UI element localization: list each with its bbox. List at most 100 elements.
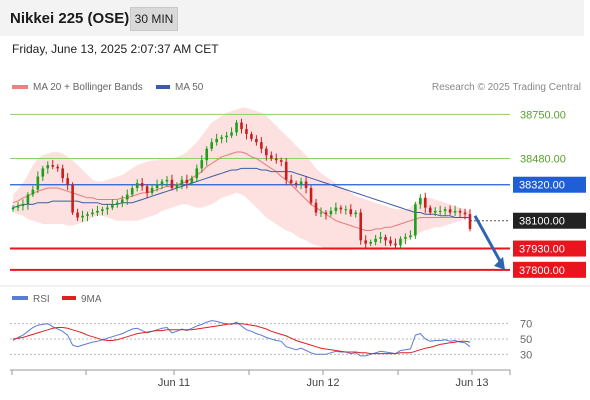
candle-body — [279, 160, 283, 162]
level-label-38100-00: 38100.00 — [519, 216, 565, 228]
candle — [260, 137, 263, 154]
candle-body — [359, 212, 363, 241]
candle-body — [289, 179, 293, 184]
candle — [190, 175, 194, 186]
candle-body — [135, 183, 139, 188]
price-levels — [10, 113, 510, 271]
credit-text: Research © 2025 Trading Central — [432, 82, 581, 93]
candle-body — [46, 165, 50, 169]
candle — [195, 164, 199, 182]
candle-body — [284, 161, 288, 180]
candle-body — [51, 165, 55, 167]
candle — [120, 195, 124, 208]
candle-body — [130, 188, 134, 195]
candle — [329, 207, 333, 217]
candle-body — [468, 214, 472, 229]
candle — [235, 120, 238, 136]
candle-body — [215, 138, 218, 143]
candle-body — [36, 176, 40, 190]
candle — [240, 118, 243, 134]
candle — [111, 199, 114, 211]
candles — [11, 118, 472, 250]
candle — [433, 207, 437, 216]
timeframe-button[interactable]: 30 MIN — [130, 7, 178, 31]
candle-body — [354, 212, 358, 215]
candle — [339, 205, 343, 214]
candle-body — [324, 212, 328, 215]
candle — [453, 205, 457, 216]
candle — [423, 192, 427, 214]
candle-body — [404, 237, 407, 239]
candle-body — [235, 122, 238, 133]
candle — [175, 182, 179, 192]
level-label-37930-00: 37930.00 — [519, 244, 565, 256]
bb-legend-label: MA 20 + Bollinger Bands — [33, 82, 143, 93]
candle — [404, 233, 407, 245]
candle — [319, 207, 323, 217]
candle-body — [265, 148, 268, 156]
level-labels: 38750.00 38480.00 38320.00 38100.00 37930.00… — [513, 109, 586, 278]
candle — [86, 211, 89, 222]
candle — [220, 134, 223, 144]
candle — [135, 179, 139, 192]
candle-body — [314, 202, 318, 213]
candle-body — [16, 206, 20, 208]
candle-body — [205, 148, 209, 161]
candle — [409, 230, 412, 240]
candle-body — [334, 207, 338, 211]
candle — [274, 153, 278, 164]
candle-body — [116, 202, 119, 205]
candle — [428, 205, 432, 215]
candle — [379, 232, 382, 244]
candle-body — [423, 197, 427, 208]
candle-body — [61, 168, 64, 179]
candle-body — [419, 197, 422, 205]
candle-body — [399, 238, 402, 246]
candle-body — [319, 212, 323, 214]
rsi-ma-line — [12, 323, 471, 355]
candle — [270, 151, 273, 161]
candle-body — [66, 178, 69, 185]
candle — [76, 208, 79, 221]
candle-body — [433, 210, 437, 213]
candle — [150, 184, 154, 196]
candle-body — [394, 243, 397, 246]
candle-body — [145, 186, 149, 193]
candle-body — [294, 183, 298, 185]
level-label-38320-00: 38320.00 — [519, 180, 565, 192]
candle-body — [185, 179, 189, 184]
candle-body — [379, 237, 382, 239]
candle-body — [195, 168, 199, 179]
candle-body — [220, 137, 223, 139]
instrument-title: Nikkei 225 (OSE) — [10, 10, 130, 27]
candle-body — [170, 179, 174, 188]
candle-body — [91, 212, 94, 215]
candle — [468, 209, 472, 232]
candle-body — [180, 179, 184, 185]
candle-body — [409, 235, 412, 238]
candle — [16, 202, 20, 212]
candle — [458, 208, 462, 217]
candle — [374, 234, 377, 246]
candle-body — [255, 138, 258, 143]
candle — [414, 201, 417, 239]
candle — [101, 206, 104, 216]
candle — [130, 185, 134, 197]
candle-body — [96, 210, 99, 213]
candle-body — [384, 237, 387, 241]
candle — [250, 131, 253, 142]
candle-body — [374, 238, 377, 242]
candle — [66, 173, 69, 191]
candle-body — [210, 142, 213, 149]
rsi-pane: 70 50 30 — [10, 319, 532, 361]
candle — [265, 146, 268, 161]
rsi-tick-50: 50 — [520, 334, 532, 346]
candle — [369, 239, 372, 247]
rsi-legend-label: RSI — [33, 294, 50, 305]
candle-body — [270, 155, 273, 159]
candle-body — [438, 210, 442, 212]
candle-body — [155, 184, 159, 188]
rsi-ma-legend-label: 9MA — [81, 294, 102, 305]
candle-body — [175, 184, 179, 188]
